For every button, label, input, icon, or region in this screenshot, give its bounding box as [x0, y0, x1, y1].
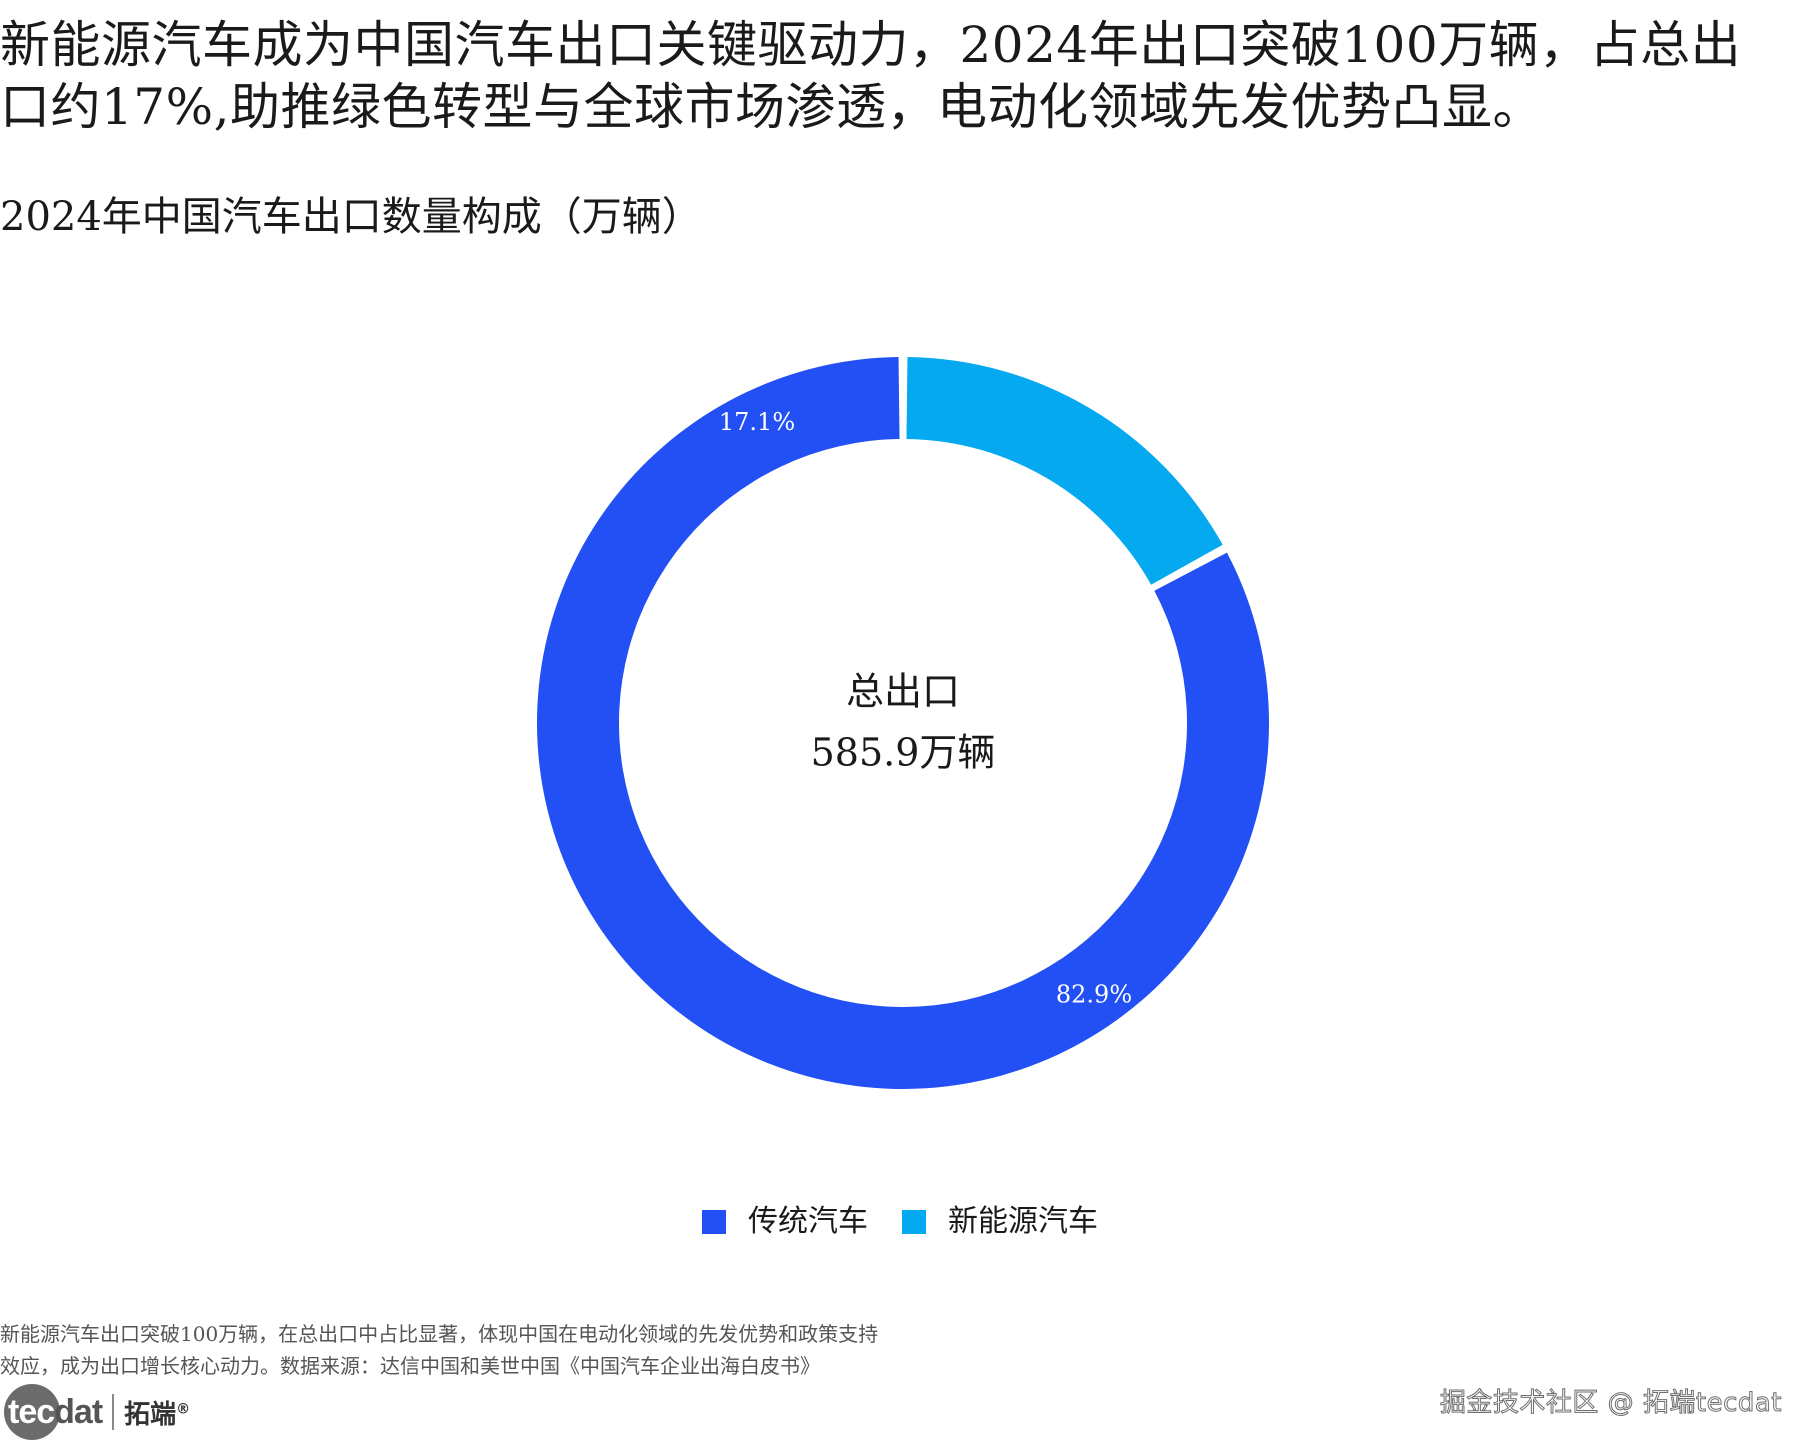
registered-mark: ® [176, 1400, 191, 1417]
donut-slice-nev[interactable] [906, 357, 1223, 585]
tecdat-logo: tecdat 拓端® [4, 1384, 190, 1440]
legend-label-nev: 新能源汽车 [948, 1204, 1098, 1239]
footnote-line-2: 效应，成为出口增长核心动力。数据来源：达信中国和美世中国《中国汽车企业出海白皮书… [0, 1354, 820, 1378]
headline: 新能源汽车成为中国汽车出口关键驱动力，2024年出口突破100万辆，占总出口约1… [0, 16, 1742, 136]
logo-wordmark: tecdat [4, 1392, 103, 1432]
legend-item-traditional[interactable]: 传统汽车 [702, 1202, 868, 1242]
logo-wordmark-part2: dat [54, 1392, 103, 1431]
data-label-nev: 17.1% [719, 408, 795, 436]
center-label-title: 总出口 [846, 670, 960, 714]
legend-label-traditional: 传统汽车 [748, 1204, 868, 1239]
logo-wordmark-part1: tec [8, 1392, 55, 1431]
chart-title: 2024年中国汽车出口数量构成（万辆） [0, 194, 702, 240]
legend-swatch-traditional [702, 1210, 726, 1234]
footnote-line-1: 新能源汽车出口突破100万辆，在总出口中占比显著，体现中国在电动化领域的先发优势… [0, 1322, 879, 1346]
logo-brand-cn-text: 拓端 [124, 1399, 177, 1430]
footnote: 新能源汽车出口突破100万辆，在总出口中占比显著，体现中国在电动化领域的先发优势… [0, 1318, 1000, 1382]
legend-swatch-nev [902, 1210, 926, 1234]
data-label-traditional: 82.9% [1056, 980, 1132, 1008]
legend-item-nev[interactable]: 新能源汽车 [902, 1202, 1098, 1242]
watermark: 掘金技术社区 @ 拓端tecdat [1439, 1388, 1782, 1419]
logo-divider [112, 1394, 115, 1430]
logo-brand-cn: 拓端® [124, 1394, 190, 1431]
chart-legend: 传统汽车 新能源汽车 [0, 1202, 1800, 1242]
logo-mark: tecdat [4, 1384, 103, 1440]
center-label-value: 585.9万辆 [811, 731, 996, 775]
logo-circle [4, 1384, 60, 1440]
